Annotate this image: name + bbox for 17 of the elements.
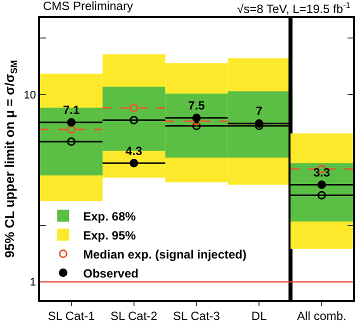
x-tick-label: All comb. [297,309,346,324]
data-label: 7.1 [62,102,80,117]
data-label: 7 [256,104,263,118]
chart-title: CMS Preliminary [42,0,133,14]
legend-label: Exp. 68% [83,209,136,224]
y-tick-label: 1 [30,276,36,289]
text: √s=8 TeV, L=19.5 fb$^{-1}$ [237,0,351,16]
y-tick-label: 10 [24,89,36,102]
x-tick-label: SL Cat-3 [173,309,220,324]
legend-label: Median exp. (signal injected) [83,247,247,262]
legend-label: Observed [83,266,138,280]
legend-label: Exp. 95% [83,228,136,242]
data-label: 3.3 [313,165,330,180]
x-tick-label: SL Cat-1 [48,309,96,324]
x-tick-label: DL [251,309,268,324]
data-label: 7.5 [188,98,206,113]
x-tick-label: SL Cat-2 [110,309,158,324]
